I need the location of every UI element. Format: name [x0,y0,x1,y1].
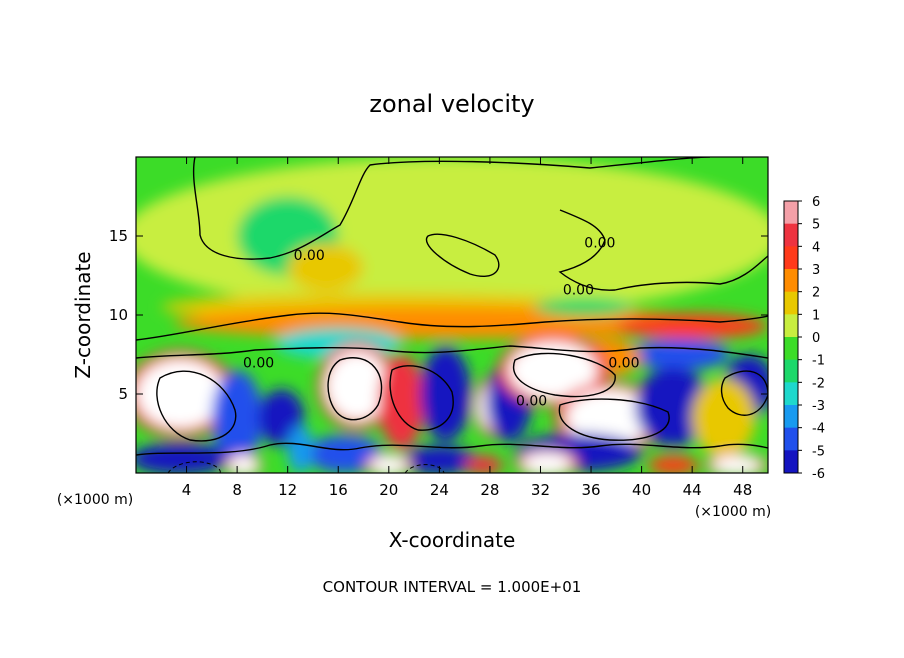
x-tick-label-1: 8 [232,481,242,499]
colorbar-tick-label-11: -5 [812,444,825,459]
colorbar-swatch-0 [784,201,798,225]
zero-contour-blob-6 [720,370,768,416]
region-11 [534,297,636,317]
region-25 [692,378,756,458]
y-axis-label: Z-coordinate [71,251,95,378]
colorbar-swatch-10 [784,427,798,451]
region-2 [578,196,705,276]
y-tick-label-2: 15 [109,227,128,245]
zero-contour-blob-1 [156,370,237,442]
region-32 [521,452,573,473]
x-tick-label-5: 24 [430,481,449,499]
region-15 [325,351,389,421]
region-23 [635,367,712,447]
x-tick-label-8: 36 [581,481,600,499]
colorbar-tick-label-0: 6 [812,195,820,210]
plot-field: 0.00 0.00 0.00 0.00 0.00 0.00 [136,157,768,473]
colorbar-tick-label-9: -3 [812,399,825,414]
x-tick-label-0: 4 [182,481,192,499]
colorbar-swatch-4 [784,291,798,315]
region-3 [287,243,364,292]
contour-label-1: 0.00 [584,235,615,251]
x-unit-right: (×1000 m) [695,504,771,520]
region-31 [464,455,503,473]
region-34 [711,455,762,473]
colorbar-swatch-3 [784,269,798,293]
region-7 [616,313,768,339]
contour-label-0: 0.00 [294,248,325,264]
region-17 [420,346,471,442]
y-axis-ticks: 5 10 15 [109,227,768,403]
contour-label-5: 0.00 [516,393,547,409]
region-13 [211,370,263,466]
region-12 [136,359,225,429]
colorbar-tick-label-4: 2 [812,286,820,301]
region-28 [401,446,478,473]
x-tick-label-11: 48 [733,481,752,499]
zero-contour-blob-5 [558,398,670,441]
x-tick-label-9: 40 [632,481,651,499]
colorbar-swatch-7 [784,359,798,383]
colorbar-swatch-6 [784,337,798,361]
colorbar-tick-label-1: 5 [812,218,820,233]
colorbar-swatch-9 [784,405,798,429]
x-tick-label-2: 12 [278,481,297,499]
velocity-regions [136,157,768,473]
colorbar-tick-label-3: 3 [812,263,820,278]
zero-contour-blob-3 [389,365,454,431]
colorbar-tick-label-10: -4 [812,422,825,437]
contour-labels: 0.00 0.00 0.00 0.00 0.00 0.00 [243,235,639,409]
contour-label-3: 0.00 [243,355,274,371]
region-27 [306,435,383,473]
y-tick-label-1: 10 [109,306,128,324]
contour-interval-label: CONTOUR INTERVAL = 1.000E+01 [323,578,582,596]
x-tick-label-6: 28 [480,481,499,499]
region-35 [287,425,313,473]
colorbar-swatch-2 [784,246,798,270]
zero-contour-bottom [136,442,768,456]
region-29 [228,455,259,473]
negative-contour-left [167,461,221,473]
contour-label-2: 0.00 [563,283,594,299]
zero-contour-lower [136,345,768,359]
colorbar-swatch-11 [784,450,798,474]
y-tick-label-0: 5 [118,385,128,403]
colorbar-swatch-5 [784,314,798,338]
zero-contour-island [425,233,500,277]
colorbar-tick-label-5: 1 [812,308,820,323]
colorbar-frame [783,200,799,474]
region-33 [647,455,699,473]
x-tick-label-4: 20 [379,481,398,499]
zero-contour-blob-4 [512,352,616,398]
chart-title: zonal velocity [369,90,534,118]
x-tick-label-7: 32 [531,481,550,499]
zero-contour-right [558,209,768,291]
colorbar-tick-label-12: -6 [812,467,825,482]
colorbar-swatch-8 [784,382,798,406]
region-21 [565,389,655,447]
region-26 [136,442,231,473]
zero-contour-blob-2 [327,357,383,421]
colorbar-swatch-1 [784,223,798,247]
region-30 [369,455,408,473]
zero-contours [136,157,768,456]
contour-label-4: 0.00 [608,355,639,371]
region-16 [378,354,425,450]
x-unit-left: (×1000 m) [57,492,133,508]
zero-contour-mid [136,312,768,341]
x-axis-label: X-coordinate [389,528,516,552]
colorbar-tick-label-7: -1 [812,354,825,369]
colorbar-tick-label-8: -2 [812,376,825,391]
colorbar: 6 5 4 3 2 1 0 -1 -2 -3 -4 -5 -6 [784,195,825,482]
x-axis-ticks: 4 8 12 16 20 24 28 32 36 40 44 48 [182,157,752,499]
region-9 [628,338,731,371]
x-tick-label-10: 44 [683,481,702,499]
zero-contour-upper [192,157,711,260]
colorbar-tick-label-6: 0 [812,331,820,346]
colorbar-tick-label-2: 4 [812,240,820,255]
x-tick-label-3: 16 [329,481,348,499]
